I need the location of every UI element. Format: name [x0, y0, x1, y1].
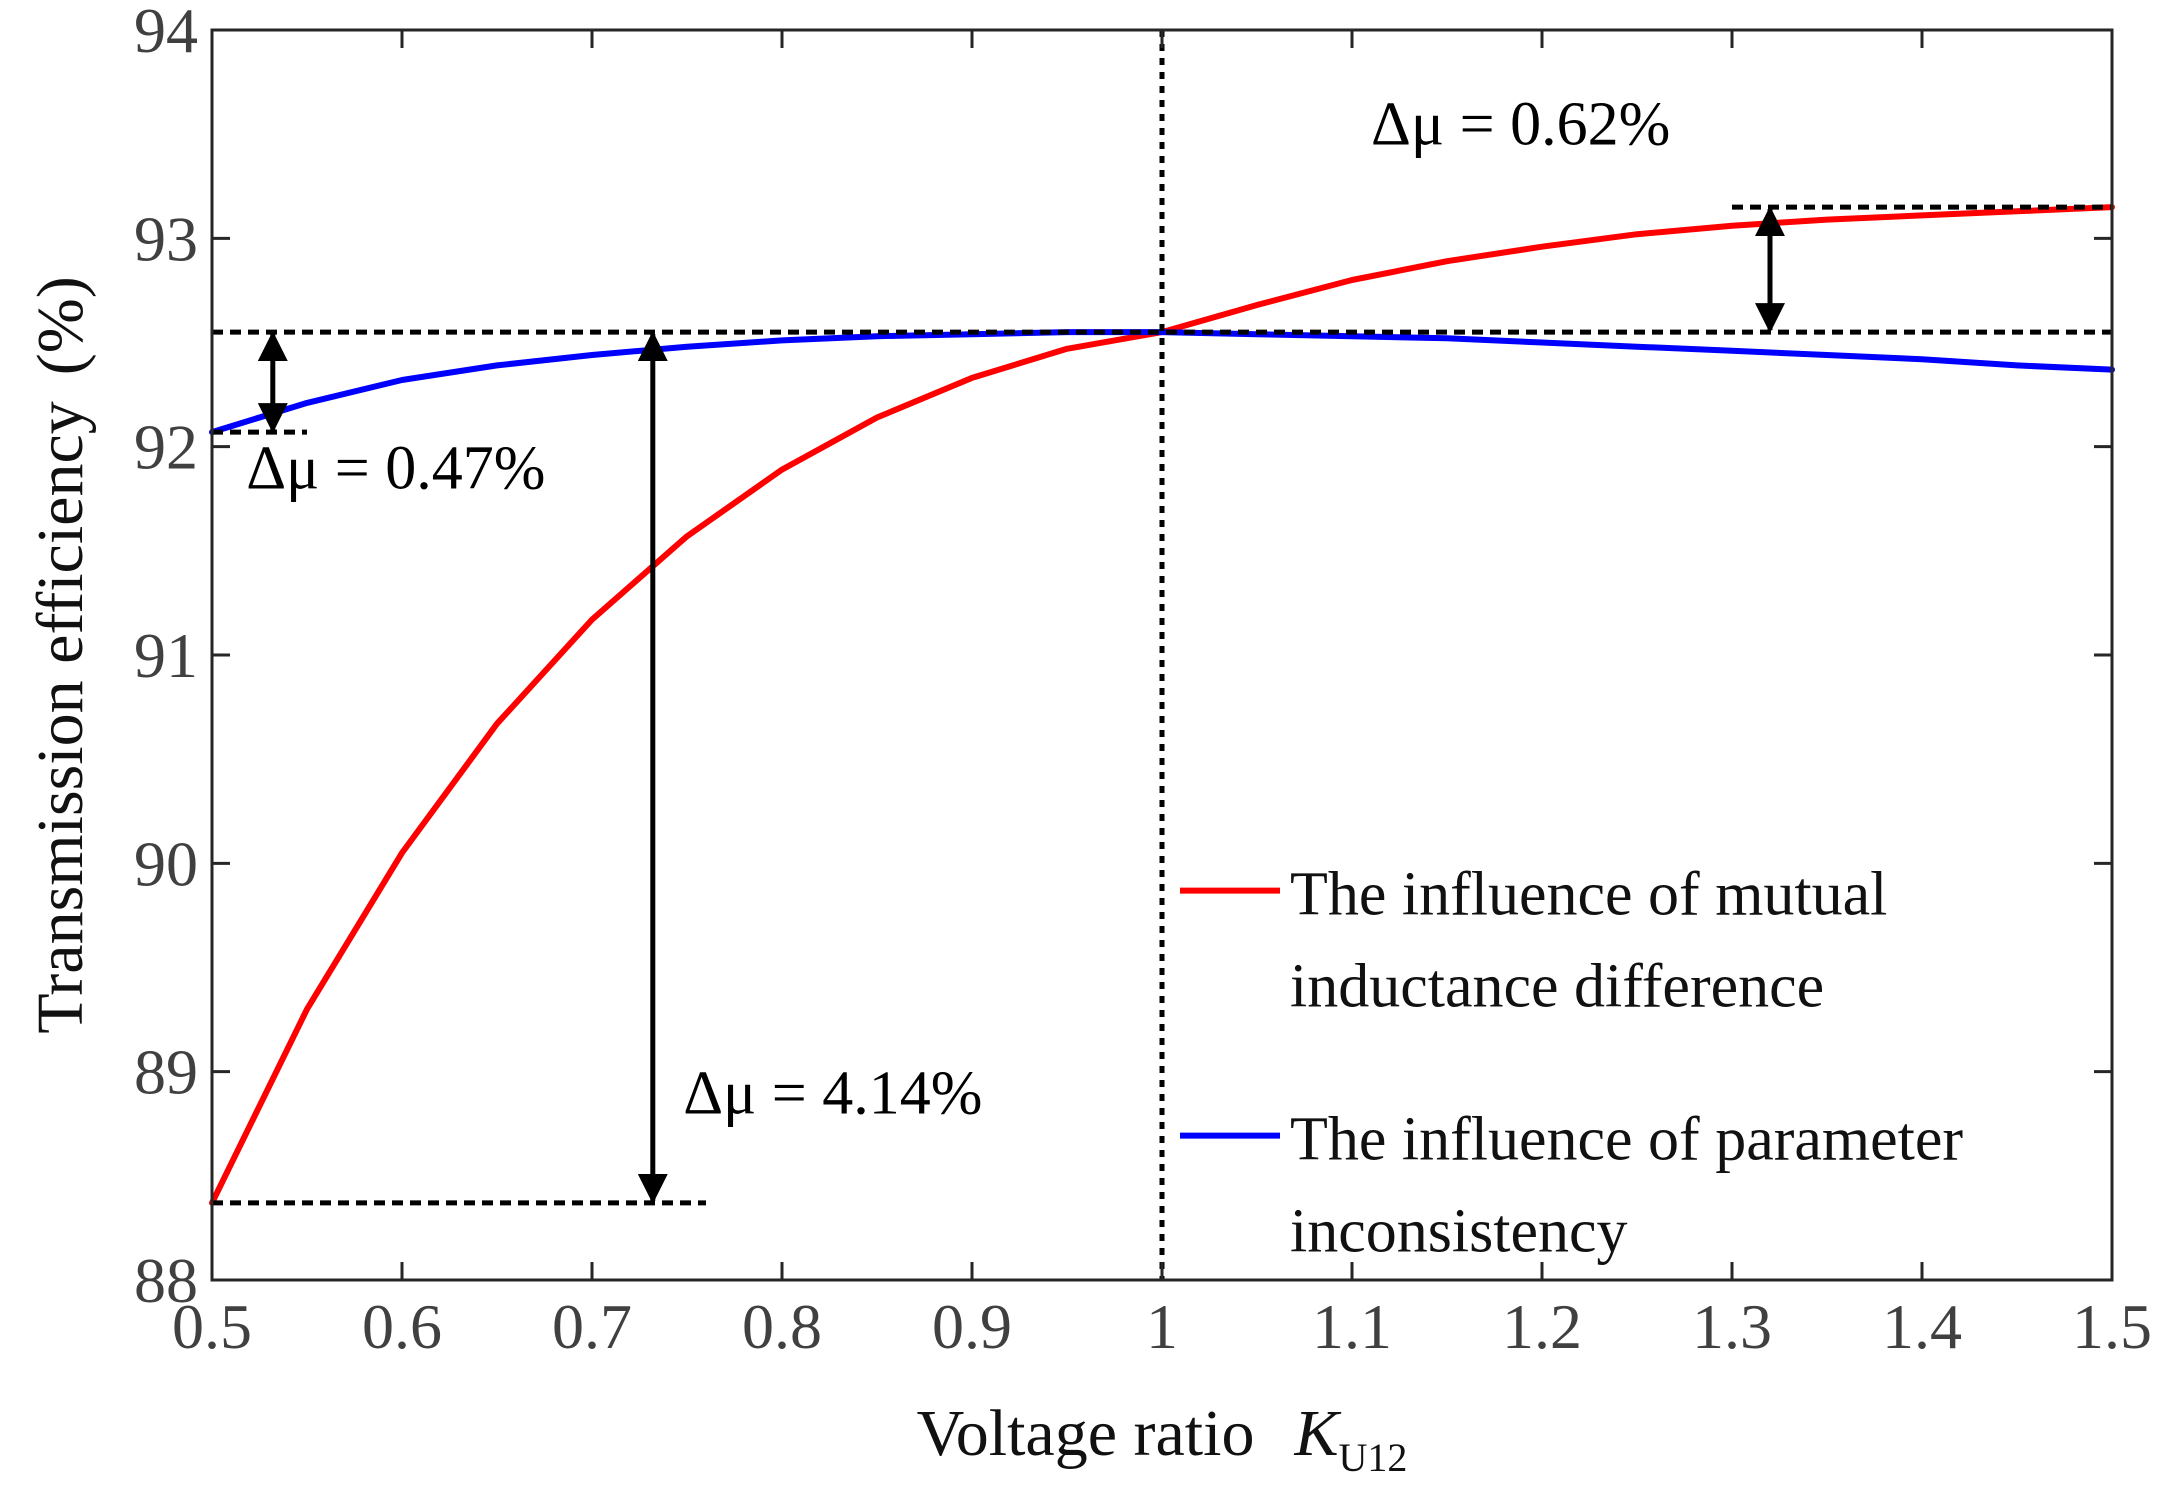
annotation-label-2: Δμ = 0.47%: [246, 434, 545, 502]
x-tick-label: 1.5: [2072, 1291, 2152, 1362]
y-tick-label: 93: [134, 203, 198, 274]
x-axis-label: Voltage ratio: [917, 1397, 1255, 1470]
x-tick-label: 0.7: [552, 1291, 632, 1362]
y-tick-label: 90: [134, 828, 198, 899]
x-axis-title: Voltage ratio KU12: [917, 1397, 1408, 1480]
series-line-2: [209, 329, 2115, 436]
x-tick-label: 0.6: [362, 1291, 442, 1362]
annotation-label-3: Δμ = 4.14%: [683, 1059, 982, 1127]
x-tick-label: 0.5: [172, 1291, 252, 1362]
x-tick-label: 1.2: [1502, 1291, 1582, 1362]
x-tick-label: 0.9: [932, 1291, 1012, 1362]
legend: The influence of mutual inductance differ…: [1180, 861, 1963, 1266]
y-tick-label: 94: [134, 0, 198, 66]
x-tick-label: 1: [1146, 1291, 1178, 1362]
ticks: 0.5 0.6 0.7 0.8 0.9 1 1.1 1.2 1.3 1.4 1.5 88 89 90 91 9…: [134, 0, 2152, 1362]
reference-lines: [212, 30, 2112, 1280]
series-layer: [209, 204, 2115, 1206]
annotations: Δμ = 0.62% Δμ = 0.47% Δμ = 4.14%: [246, 91, 1785, 1204]
y-tick-label: 88: [134, 1245, 198, 1316]
x-tick-label: 1.1: [1312, 1291, 1392, 1362]
x-tick-label: 0.8: [742, 1291, 822, 1362]
y-tick-label: 89: [134, 1037, 198, 1108]
y-tick-label: 91: [134, 620, 198, 691]
annotation-label-1: Δμ = 0.62%: [1371, 91, 1670, 159]
legend-label-1: inductance difference: [1290, 953, 1824, 1021]
y-tick-label: 92: [134, 412, 198, 483]
y-axis-label: Transmission efficiency: [24, 401, 97, 1033]
legend-label-2: The influence of parameter: [1290, 1106, 1963, 1174]
x-axis-symbol: K: [1293, 1397, 1341, 1470]
legend-label-1: The influence of mutual: [1290, 861, 1887, 929]
y-axis-title: Transmission efficiency (%): [24, 276, 97, 1033]
legend-label-2: inconsistency: [1290, 1198, 1628, 1266]
y-axis-unit: (%): [24, 276, 97, 375]
x-tick-label: 1.3: [1692, 1291, 1772, 1362]
x-axis-subscript: U12: [1339, 1435, 1408, 1480]
x-tick-label: 1.4: [1882, 1291, 1962, 1362]
